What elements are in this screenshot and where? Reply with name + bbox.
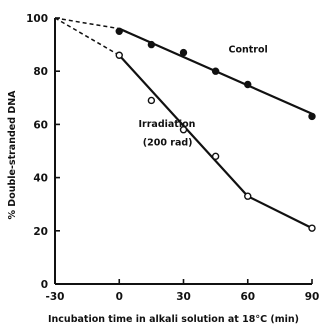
x-tick-label: 60 — [240, 291, 255, 303]
series-annotation: Irradiation — [139, 119, 196, 130]
control-point — [211, 67, 220, 75]
x-tick-label: -30 — [46, 291, 65, 303]
control-point — [244, 80, 252, 89]
control-point — [115, 27, 123, 35]
irradiation-point — [211, 152, 220, 161]
control-dashed-extrapolation — [54, 17, 120, 30]
control-point — [308, 112, 316, 121]
irradiation-point — [115, 51, 123, 59]
x-tick-label: 90 — [305, 291, 320, 303]
y-tick-label: 60 — [33, 119, 48, 131]
data-points — [115, 27, 316, 232]
irradiation-point — [179, 126, 188, 134]
x-tick-label: 0 — [116, 291, 123, 303]
y-tick-label: 0 — [41, 279, 48, 291]
control-point — [147, 40, 156, 49]
y-tick-label: 80 — [33, 66, 48, 78]
y-tick-label: 100 — [26, 13, 48, 25]
series-annotation: (200 rad) — [143, 138, 193, 149]
irradiation-point — [308, 224, 316, 232]
irradiation-point — [147, 96, 156, 105]
y-axis-title: % Double-stranded DNA — [7, 90, 18, 220]
x-axis-title: Incubation time in alkali solution at 18… — [48, 314, 299, 325]
x-tick-label: 30 — [176, 291, 191, 303]
y-tick-label: 40 — [33, 173, 48, 185]
annotations: Control Irradiation (200 rad) — [139, 45, 268, 149]
irradiation-dashed-extrapolation — [54, 17, 120, 56]
series-annotation: Control — [228, 45, 267, 56]
control-point — [179, 48, 188, 57]
y-tick-label: 20 — [33, 226, 48, 238]
irradiation-point — [244, 192, 252, 200]
